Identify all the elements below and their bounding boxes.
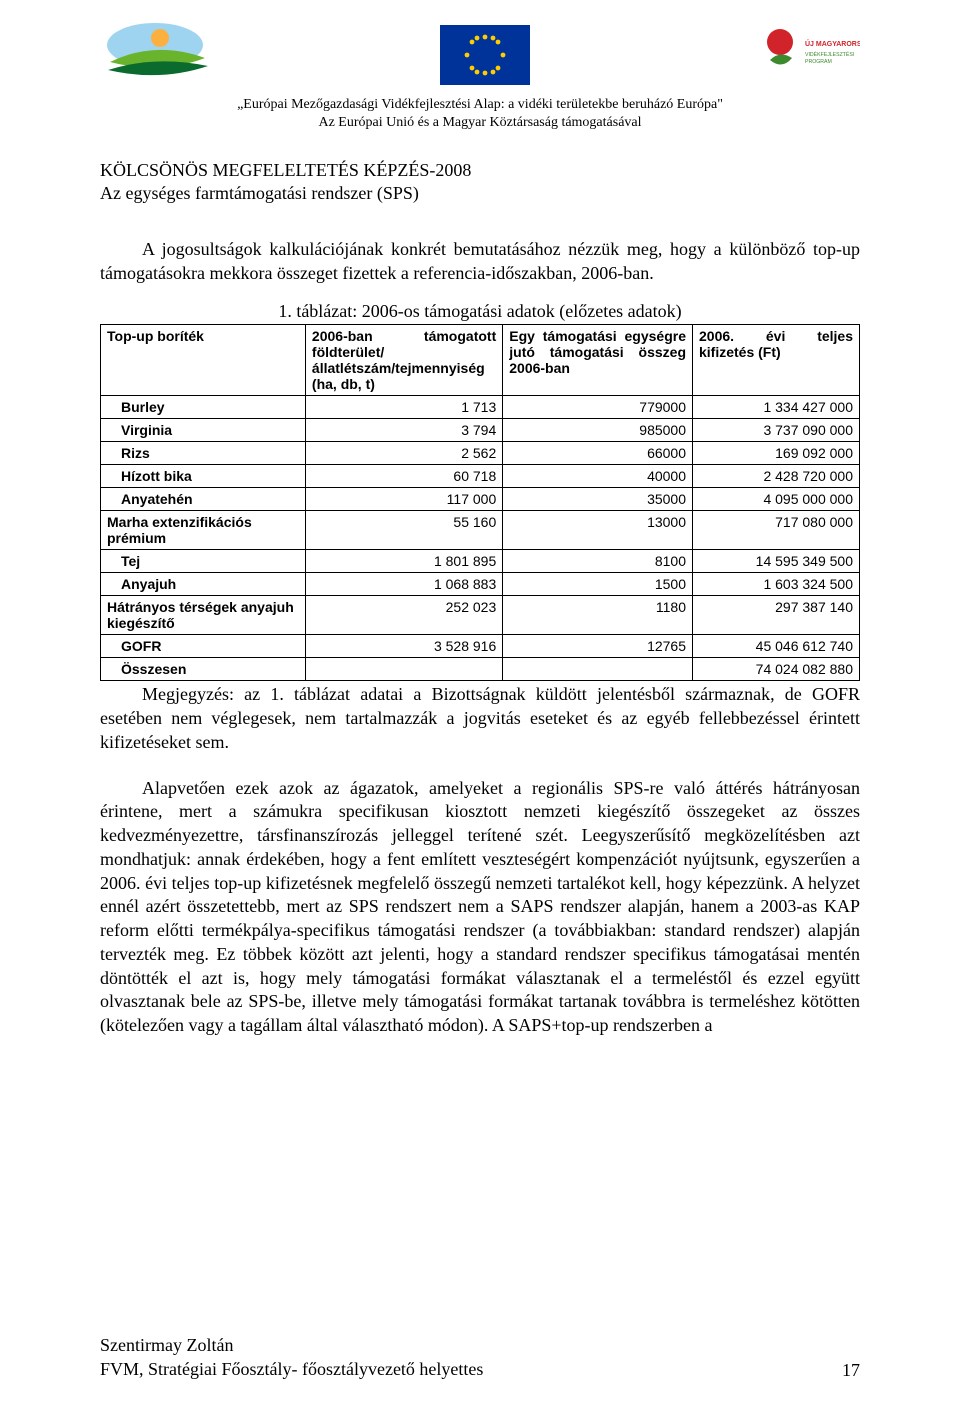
- table-row: GOFR3 528 9161276545 046 612 740: [101, 635, 860, 658]
- doc-title: KÖLCSÖNÖS MEGFELELTETÉS KÉPZÉS-2008: [100, 159, 860, 182]
- row-c3: 2 428 720 000: [693, 465, 860, 488]
- row-c3: 297 387 140: [693, 596, 860, 635]
- row-c1: 60 718: [305, 465, 502, 488]
- table-row: Marha extenzifikációs prémium55 16013000…: [101, 511, 860, 550]
- table-header-row: Top-up boríték 2006-ban támogatott földt…: [101, 325, 860, 396]
- body-paragraph: Alapvetően ezek azok az ágazatok, amelye…: [100, 777, 860, 1038]
- row-label: GOFR: [101, 635, 306, 658]
- doc-subtitle: Az egységes farmtámogatási rendszer (SPS…: [100, 182, 860, 205]
- header-caption-line2: Az Európai Unió és a Magyar Köztársaság …: [100, 114, 860, 132]
- table-caption: 1. táblázat: 2006-os támogatási adatok (…: [100, 301, 860, 322]
- row-c3: 74 024 082 880: [693, 658, 860, 681]
- umvp-text1: ÚJ MAGYARORSZÁG: [805, 39, 860, 48]
- row-label: Marha extenzifikációs prémium: [101, 511, 306, 550]
- row-c2: 12765: [503, 635, 693, 658]
- footer-author: Szentirmay Zoltán: [100, 1334, 483, 1357]
- footer-org: FVM, Stratégiai Főosztály- főosztályveze…: [100, 1358, 483, 1381]
- row-c1: 252 023: [305, 596, 502, 635]
- data-table: Top-up boríték 2006-ban támogatott földt…: [100, 324, 860, 681]
- col-header-1: 2006-ban támogatott földterület/állatlét…: [305, 325, 502, 396]
- row-c1: 117 000: [305, 488, 502, 511]
- row-label: Burley: [101, 396, 306, 419]
- row-c1: 1 068 883: [305, 573, 502, 596]
- row-c1: 3 794: [305, 419, 502, 442]
- umvp-text3: PROGRAM: [805, 59, 832, 65]
- table-row: Tej1 801 895810014 595 349 500: [101, 550, 860, 573]
- col-header-2: Egy támogatási egységre jutó támogatási …: [503, 325, 693, 396]
- header-logos: ÚJ MAGYARORSZÁG VIDÉKFEJLESZTÉSI PROGRAM: [100, 20, 860, 90]
- eu-flag-logo: [440, 25, 530, 85]
- row-c2: 66000: [503, 442, 693, 465]
- row-c2: 985000: [503, 419, 693, 442]
- table-row: Anyatehén117 000350004 095 000 000: [101, 488, 860, 511]
- table-row: Hátrányos térségek anyajuh kiegészítő252…: [101, 596, 860, 635]
- table-row: Anyajuh1 068 88315001 603 324 500: [101, 573, 860, 596]
- row-label: Hátrányos térségek anyajuh kiegészítő: [101, 596, 306, 635]
- row-c2: 40000: [503, 465, 693, 488]
- page-footer: Szentirmay Zoltán FVM, Stratégiai Főoszt…: [100, 1334, 860, 1381]
- row-c3: 1 603 324 500: [693, 573, 860, 596]
- header-caption: „Európai Mezőgazdasági Vidékfejlesztési …: [100, 96, 860, 131]
- row-label: Anyatehén: [101, 488, 306, 511]
- row-c2: 779000: [503, 396, 693, 419]
- row-c2: 35000: [503, 488, 693, 511]
- row-c2: 13000: [503, 511, 693, 550]
- intro-paragraph: A jogosultságok kalkulációjának konkrét …: [100, 238, 860, 286]
- table-row: Rizs2 56266000169 092 000: [101, 442, 860, 465]
- row-c3: 4 095 000 000: [693, 488, 860, 511]
- row-c3: 169 092 000: [693, 442, 860, 465]
- row-c3: 45 046 612 740: [693, 635, 860, 658]
- row-label: Rizs: [101, 442, 306, 465]
- row-c2: [503, 658, 693, 681]
- umvp-logo: ÚJ MAGYARORSZÁG VIDÉKFEJLESZTÉSI PROGRAM: [750, 20, 860, 90]
- row-c1: [305, 658, 502, 681]
- row-c1: 1 713: [305, 396, 502, 419]
- row-c3: 717 080 000: [693, 511, 860, 550]
- table-row: Hízott bika60 718400002 428 720 000: [101, 465, 860, 488]
- umvp-text2: VIDÉKFEJLESZTÉSI: [805, 51, 854, 58]
- row-c2: 1180: [503, 596, 693, 635]
- row-c1: 1 801 895: [305, 550, 502, 573]
- header-caption-line1: „Európai Mezőgazdasági Vidékfejlesztési …: [100, 96, 860, 114]
- row-label: Anyajuh: [101, 573, 306, 596]
- table-note: Megjegyzés: az 1. táblázat adatai a Bizo…: [100, 683, 860, 754]
- row-c1: 3 528 916: [305, 635, 502, 658]
- row-label: Tej: [101, 550, 306, 573]
- row-c1: 2 562: [305, 442, 502, 465]
- row-label: Hízott bika: [101, 465, 306, 488]
- table-row: Virginia3 7949850003 737 090 000: [101, 419, 860, 442]
- row-label: Összesen: [101, 658, 306, 681]
- col-header-3: 2006. évi teljes kifizetés (Ft): [693, 325, 860, 396]
- row-label: Virginia: [101, 419, 306, 442]
- table-row: Burley1 7137790001 334 427 000: [101, 396, 860, 419]
- col-header-0: Top-up boríték: [101, 325, 306, 396]
- row-c3: 14 595 349 500: [693, 550, 860, 573]
- table-row: Összesen 74 024 082 880: [101, 658, 860, 681]
- row-c3: 3 737 090 000: [693, 419, 860, 442]
- row-c1: 55 160: [305, 511, 502, 550]
- row-c2: 1500: [503, 573, 693, 596]
- row-c2: 8100: [503, 550, 693, 573]
- page-number: 17: [842, 1360, 860, 1381]
- rural-dev-logo: [100, 20, 220, 90]
- row-c3: 1 334 427 000: [693, 396, 860, 419]
